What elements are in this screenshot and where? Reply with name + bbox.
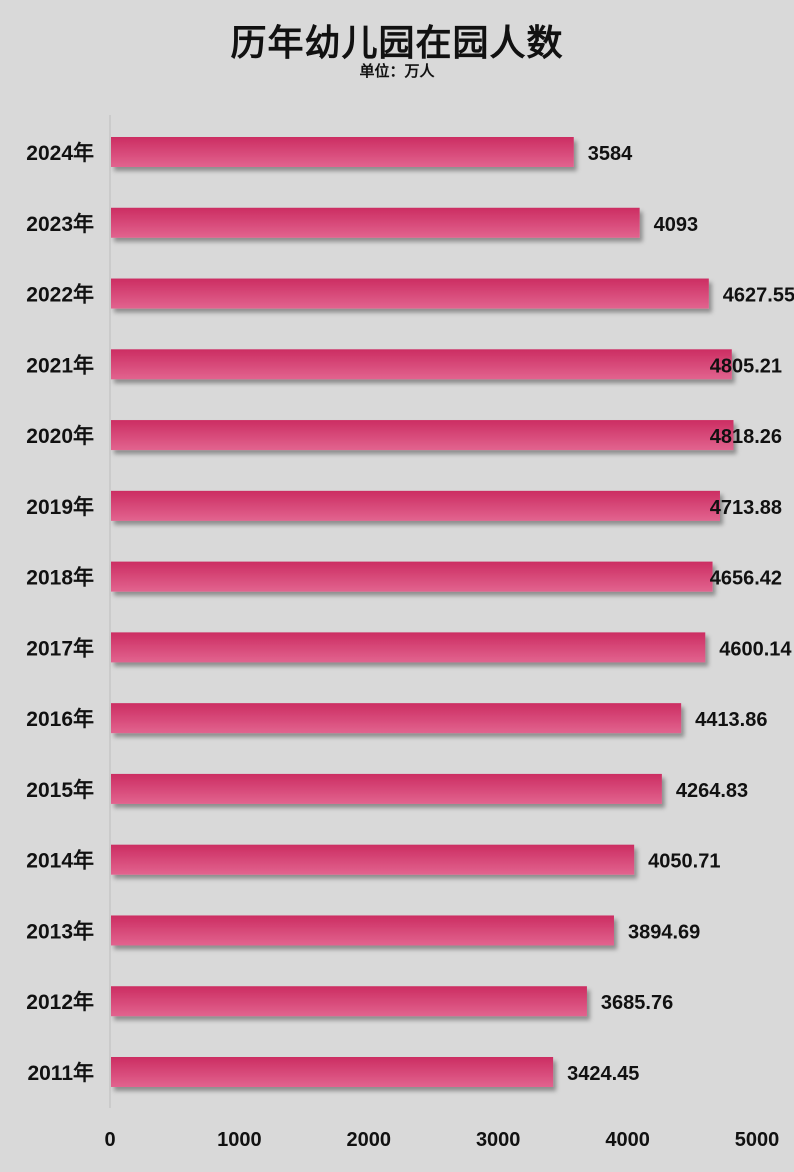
data-label: 4264.83	[676, 780, 748, 802]
category-label: 2020年	[26, 424, 94, 448]
bar	[111, 278, 709, 309]
bar	[111, 1057, 554, 1087]
bar	[111, 632, 706, 663]
category-label: 2017年	[26, 636, 94, 660]
bar	[111, 915, 614, 946]
bar	[111, 349, 732, 380]
category-label: 2022年	[26, 283, 94, 307]
bar	[111, 137, 574, 167]
bar	[111, 207, 640, 238]
chart-subtitle: 单位：万人	[359, 62, 435, 80]
data-label: 3685.76	[601, 992, 673, 1014]
data-label: 4713.88	[710, 497, 782, 519]
category-label: 2013年	[26, 919, 94, 943]
category-label: 2018年	[26, 566, 94, 590]
data-label: 3894.69	[628, 921, 700, 943]
x-tick-label: 0	[104, 1129, 115, 1151]
x-tick-label: 4000	[605, 1129, 650, 1151]
data-label: 4818.26	[710, 426, 782, 448]
bar	[111, 773, 662, 804]
x-tick-label: 3000	[476, 1129, 521, 1151]
chart-title: 历年幼儿园在园人数	[230, 23, 564, 64]
bar	[111, 561, 713, 592]
data-label: 3424.45	[567, 1063, 639, 1085]
category-label: 2023年	[26, 212, 94, 236]
data-label: 4600.14	[719, 638, 792, 660]
bar	[111, 844, 635, 875]
category-label: 2016年	[26, 707, 94, 731]
category-label: 2019年	[26, 495, 94, 519]
category-label: 2021年	[26, 353, 94, 377]
category-label: 2012年	[26, 990, 94, 1014]
bar	[111, 986, 587, 1017]
data-label: 3584	[588, 143, 633, 165]
x-tick-label: 1000	[217, 1129, 262, 1151]
category-label: 2024年	[26, 141, 94, 165]
category-label: 2015年	[26, 778, 94, 802]
category-label: 2011年	[27, 1061, 94, 1085]
data-label: 4413.86	[695, 709, 767, 731]
data-label: 4093	[654, 214, 699, 236]
x-tick-label: 5000	[735, 1129, 780, 1151]
bar	[111, 490, 720, 521]
x-tick-label: 2000	[347, 1129, 392, 1151]
data-label: 4627.55	[723, 285, 794, 307]
bar	[111, 420, 734, 451]
data-label: 4050.71	[648, 851, 720, 873]
bar	[111, 703, 682, 734]
category-label: 2014年	[26, 849, 94, 873]
data-label: 4656.42	[710, 568, 782, 590]
data-label: 4805.21	[710, 355, 782, 377]
